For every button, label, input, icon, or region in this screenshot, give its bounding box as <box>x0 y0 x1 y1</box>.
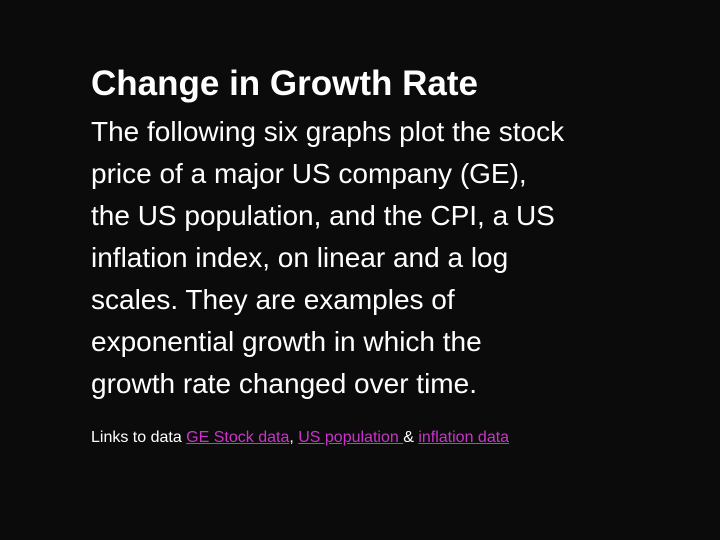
body-line: exponential growth in which the <box>91 326 482 357</box>
body-line: price of a major US company (GE), <box>91 158 527 189</box>
inflation-data-link[interactable]: inflation data <box>418 429 510 446</box>
data-links-line: Links to data GE Stock data, US populati… <box>91 428 509 448</box>
body-line: scales. They are examples of <box>91 284 455 315</box>
body-line: The following six graphs plot the stock <box>91 116 565 147</box>
us-population-link[interactable]: US population <box>298 429 404 446</box>
ge-stock-data-link[interactable]: GE Stock data <box>186 429 290 446</box>
links-prefix: Links to data <box>91 429 187 446</box>
links-separator: & <box>403 429 419 446</box>
slide-body: The following six graphs plot the stock … <box>91 111 691 405</box>
body-line: inflation index, on linear and a log <box>91 242 509 273</box>
body-line: the US population, and the CPI, a US <box>91 200 555 231</box>
links-separator: , <box>289 429 299 446</box>
body-line: growth rate changed over time. <box>91 368 477 399</box>
slide-title: Change in Growth Rate <box>91 64 478 103</box>
